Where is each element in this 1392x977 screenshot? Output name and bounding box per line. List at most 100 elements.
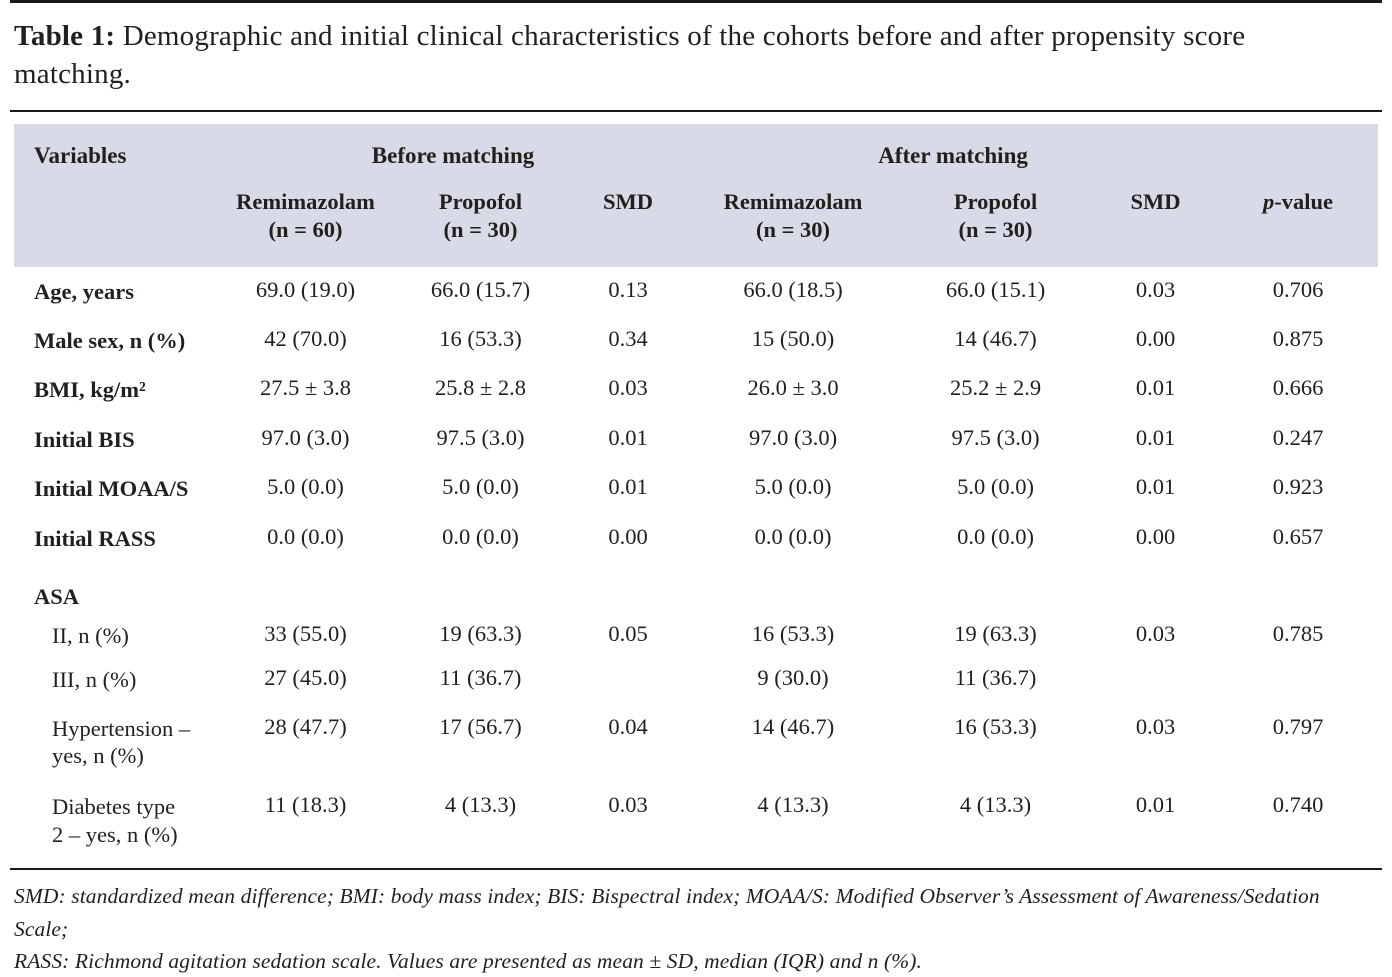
cell: 0.01 — [608, 474, 648, 500]
cell: 16 (53.3) — [954, 713, 1037, 739]
cell: 0.04 — [608, 713, 648, 739]
cell: 4 (13.3) — [959, 792, 1032, 818]
cell: 4 (13.3) — [757, 792, 829, 818]
cell — [1093, 658, 1218, 702]
cell: 0.03 — [1135, 713, 1176, 739]
table-row-hypertension: Hypertension – yes, n (%) 28 (47.7) 17 (… — [14, 703, 1378, 782]
cell: 0.247 — [1272, 424, 1324, 450]
row-label: Initial MOAA/S — [34, 476, 189, 502]
cell: 0.01 — [1135, 424, 1176, 450]
top-rule — [10, 0, 1382, 3]
cell: 0.875 — [1272, 326, 1324, 352]
table-caption-label: Table 1: — [14, 20, 116, 52]
group-header-after-matching: After matching — [688, 123, 1219, 175]
table-row-age: Age, years 69.0 (19.0) 66.0 (15.7) 0.13 … — [14, 267, 1378, 316]
column-header-variables: Variables — [14, 123, 218, 175]
row-label: Initial RASS — [34, 525, 156, 551]
cell: 0.666 — [1272, 375, 1324, 401]
table-footnote: SMD: standardized mean difference; BMI: … — [14, 884, 1320, 973]
table-header: Variables Before matching After matching… — [14, 123, 1379, 267]
cell — [568, 658, 688, 702]
cell: 33 (55.0) — [264, 620, 347, 646]
cell: 0.03 — [608, 792, 648, 818]
column-header-remimazolam-after: Remimazolam (n = 30) — [688, 174, 899, 267]
cell — [218, 563, 393, 613]
cell: 97.0 (3.0) — [261, 424, 350, 450]
cell: 0.13 — [608, 276, 648, 302]
column-header-propofol-before: Propofol (n = 30) — [393, 174, 568, 267]
cell: 5.0 (0.0) — [267, 474, 344, 500]
cell — [898, 563, 1093, 613]
p-value-italic: p — [1263, 189, 1275, 215]
cell: 28 (47.7) — [264, 713, 347, 739]
cell: 9 (30.0) — [757, 665, 829, 691]
cell: 16 (53.3) — [751, 620, 835, 646]
row-label: Age, years — [34, 278, 134, 304]
cell: 0.706 — [1272, 276, 1324, 302]
cell: 0.0 (0.0) — [957, 523, 1034, 549]
cell: 0.05 — [608, 620, 648, 646]
cell: 97.5 (3.0) — [436, 424, 525, 450]
cell: 0.00 — [608, 523, 648, 549]
table-row-diabetes: Diabetes type 2 – yes, n (%) 11 (18.3) 4… — [14, 781, 1378, 860]
cell: 15 (50.0) — [751, 326, 835, 352]
column-header-spacer — [14, 174, 218, 267]
header-column-row: Remimazolam (n = 60) Propofol (n = 30) S… — [14, 174, 1379, 267]
cell: 97.0 (3.0) — [748, 424, 838, 450]
header-group-row: Variables Before matching After matching — [14, 123, 1379, 175]
cell — [1218, 563, 1378, 613]
cell: 0.01 — [608, 424, 648, 450]
p-value-rest: -value — [1274, 189, 1334, 215]
cell: 66.0 (15.1) — [945, 276, 1046, 302]
table-row-initial-moaas: Initial MOAA/S 5.0 (0.0) 5.0 (0.0) 0.01 … — [14, 464, 1378, 513]
cell: 27 (45.0) — [264, 665, 347, 691]
cell: 0.34 — [608, 326, 648, 352]
table-row-initial-bis: Initial BIS 97.0 (3.0) 97.5 (3.0) 0.01 9… — [14, 415, 1378, 464]
cell: 5.0 (0.0) — [754, 474, 832, 500]
table-row-bmi: BMI, kg/m² 27.5 ± 3.8 25.8 ± 2.8 0.03 26… — [14, 365, 1378, 414]
cell: 0.923 — [1272, 474, 1324, 500]
cell: 19 (63.3) — [439, 620, 522, 646]
cell: 0.00 — [1135, 523, 1176, 549]
cell: 69.0 (19.0) — [255, 276, 356, 302]
cell: 11 (36.7) — [439, 665, 522, 691]
cell: 0.03 — [608, 375, 648, 401]
cell: 14 (46.7) — [751, 713, 835, 739]
table-row-asa-section: ASA — [14, 563, 1378, 613]
cell: 4 (13.3) — [444, 792, 517, 818]
column-header-smd-before: SMD — [568, 174, 689, 267]
footnote-rule — [10, 868, 1382, 871]
cell: 0.01 — [1135, 474, 1176, 500]
cell — [688, 563, 898, 613]
paper-table-page: Table 1: Demographic and initial clinica… — [10, 0, 1382, 973]
cell: 17 (56.7) — [439, 713, 522, 739]
column-header-propofol-after: Propofol (n = 30) — [898, 174, 1094, 267]
row-label: BMI, kg/m² — [34, 377, 146, 403]
cell: 14 (46.7) — [954, 326, 1037, 352]
caption-rule — [10, 109, 1382, 112]
cell: 0.740 — [1272, 792, 1324, 818]
cell: 97.5 (3.0) — [951, 424, 1040, 450]
cell: 0.657 — [1272, 523, 1324, 549]
cell: 26.0 ± 3.0 — [747, 375, 839, 401]
column-header-remimazolam-before: Remimazolam (n = 60) — [218, 174, 393, 267]
row-label: III, n (%) — [52, 667, 137, 693]
row-label: II, n (%) — [52, 622, 129, 648]
row-label: Hypertension – yes, n (%) — [52, 715, 191, 768]
table-row-asa-ii: II, n (%) 33 (55.0) 19 (63.3) 0.05 16 (5… — [14, 614, 1378, 658]
cell: 5.0 (0.0) — [442, 474, 519, 500]
table-row-initial-rass: Initial RASS 0.0 (0.0) 0.0 (0.0) 0.00 0.… — [14, 514, 1378, 563]
cell: 0.01 — [1135, 792, 1176, 818]
cell: 19 (63.3) — [954, 620, 1037, 646]
cell: 16 (53.3) — [439, 326, 522, 352]
row-label: Diabetes type 2 – yes, n (%) — [52, 794, 178, 847]
cell — [393, 563, 568, 613]
cell — [1093, 563, 1218, 613]
group-header-before-matching: Before matching — [218, 123, 689, 175]
row-label: Male sex, n (%) — [34, 328, 186, 354]
table-caption-text: Demographic and initial clinical charact… — [14, 20, 1246, 91]
table-body: Age, years 69.0 (19.0) 66.0 (15.7) 0.13 … — [14, 267, 1378, 861]
cell: 5.0 (0.0) — [957, 474, 1034, 500]
cell: 66.0 (18.5) — [743, 276, 843, 302]
table-row-asa-iii: III, n (%) 27 (45.0) 11 (36.7) 9 (30.0) … — [14, 658, 1378, 702]
